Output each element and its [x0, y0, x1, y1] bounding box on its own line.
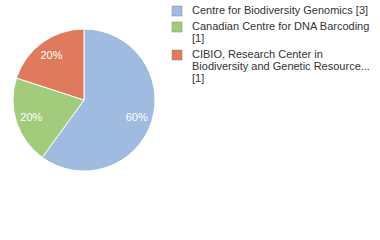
- legend-label-line: Biodiversity and Genetic Resource...: [192, 60, 370, 72]
- legend-label-line: [1]: [192, 72, 204, 84]
- data-label: 20%: [20, 111, 42, 123]
- legend-swatch: [172, 22, 182, 32]
- legend-label-line: Centre for Biodiversity Genomics [3]: [192, 4, 368, 16]
- pie: [13, 29, 155, 171]
- legend-label-line: Canadian Centre for DNA Barcoding: [192, 20, 369, 32]
- pie-slice: [16, 29, 84, 100]
- legend-label: CIBIO, Research Center inBiodiversity an…: [192, 48, 370, 84]
- data-label: 20%: [40, 49, 62, 61]
- legend-label: Canadian Centre for DNA Barcoding[1]: [192, 20, 369, 44]
- legend-label-line: CIBIO, Research Center in: [192, 48, 323, 60]
- legend-swatch: [172, 50, 182, 60]
- chart: 60% 20% 20% Centre for Biodiversity Genomic…: [0, 0, 380, 240]
- legend-label-line: [1]: [192, 32, 204, 44]
- data-labels: 60% 20% 20%: [20, 49, 148, 123]
- legend-label: Centre for Biodiversity Genomics [3]: [192, 4, 368, 16]
- data-label: 60%: [126, 111, 148, 123]
- legend: Centre for Biodiversity Genomics [3] Cana…: [172, 4, 370, 84]
- legend-swatch: [172, 6, 182, 16]
